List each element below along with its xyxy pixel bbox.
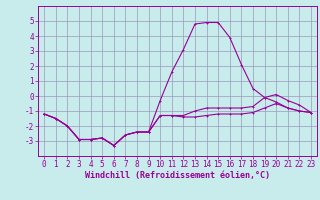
X-axis label: Windchill (Refroidissement éolien,°C): Windchill (Refroidissement éolien,°C) xyxy=(85,171,270,180)
